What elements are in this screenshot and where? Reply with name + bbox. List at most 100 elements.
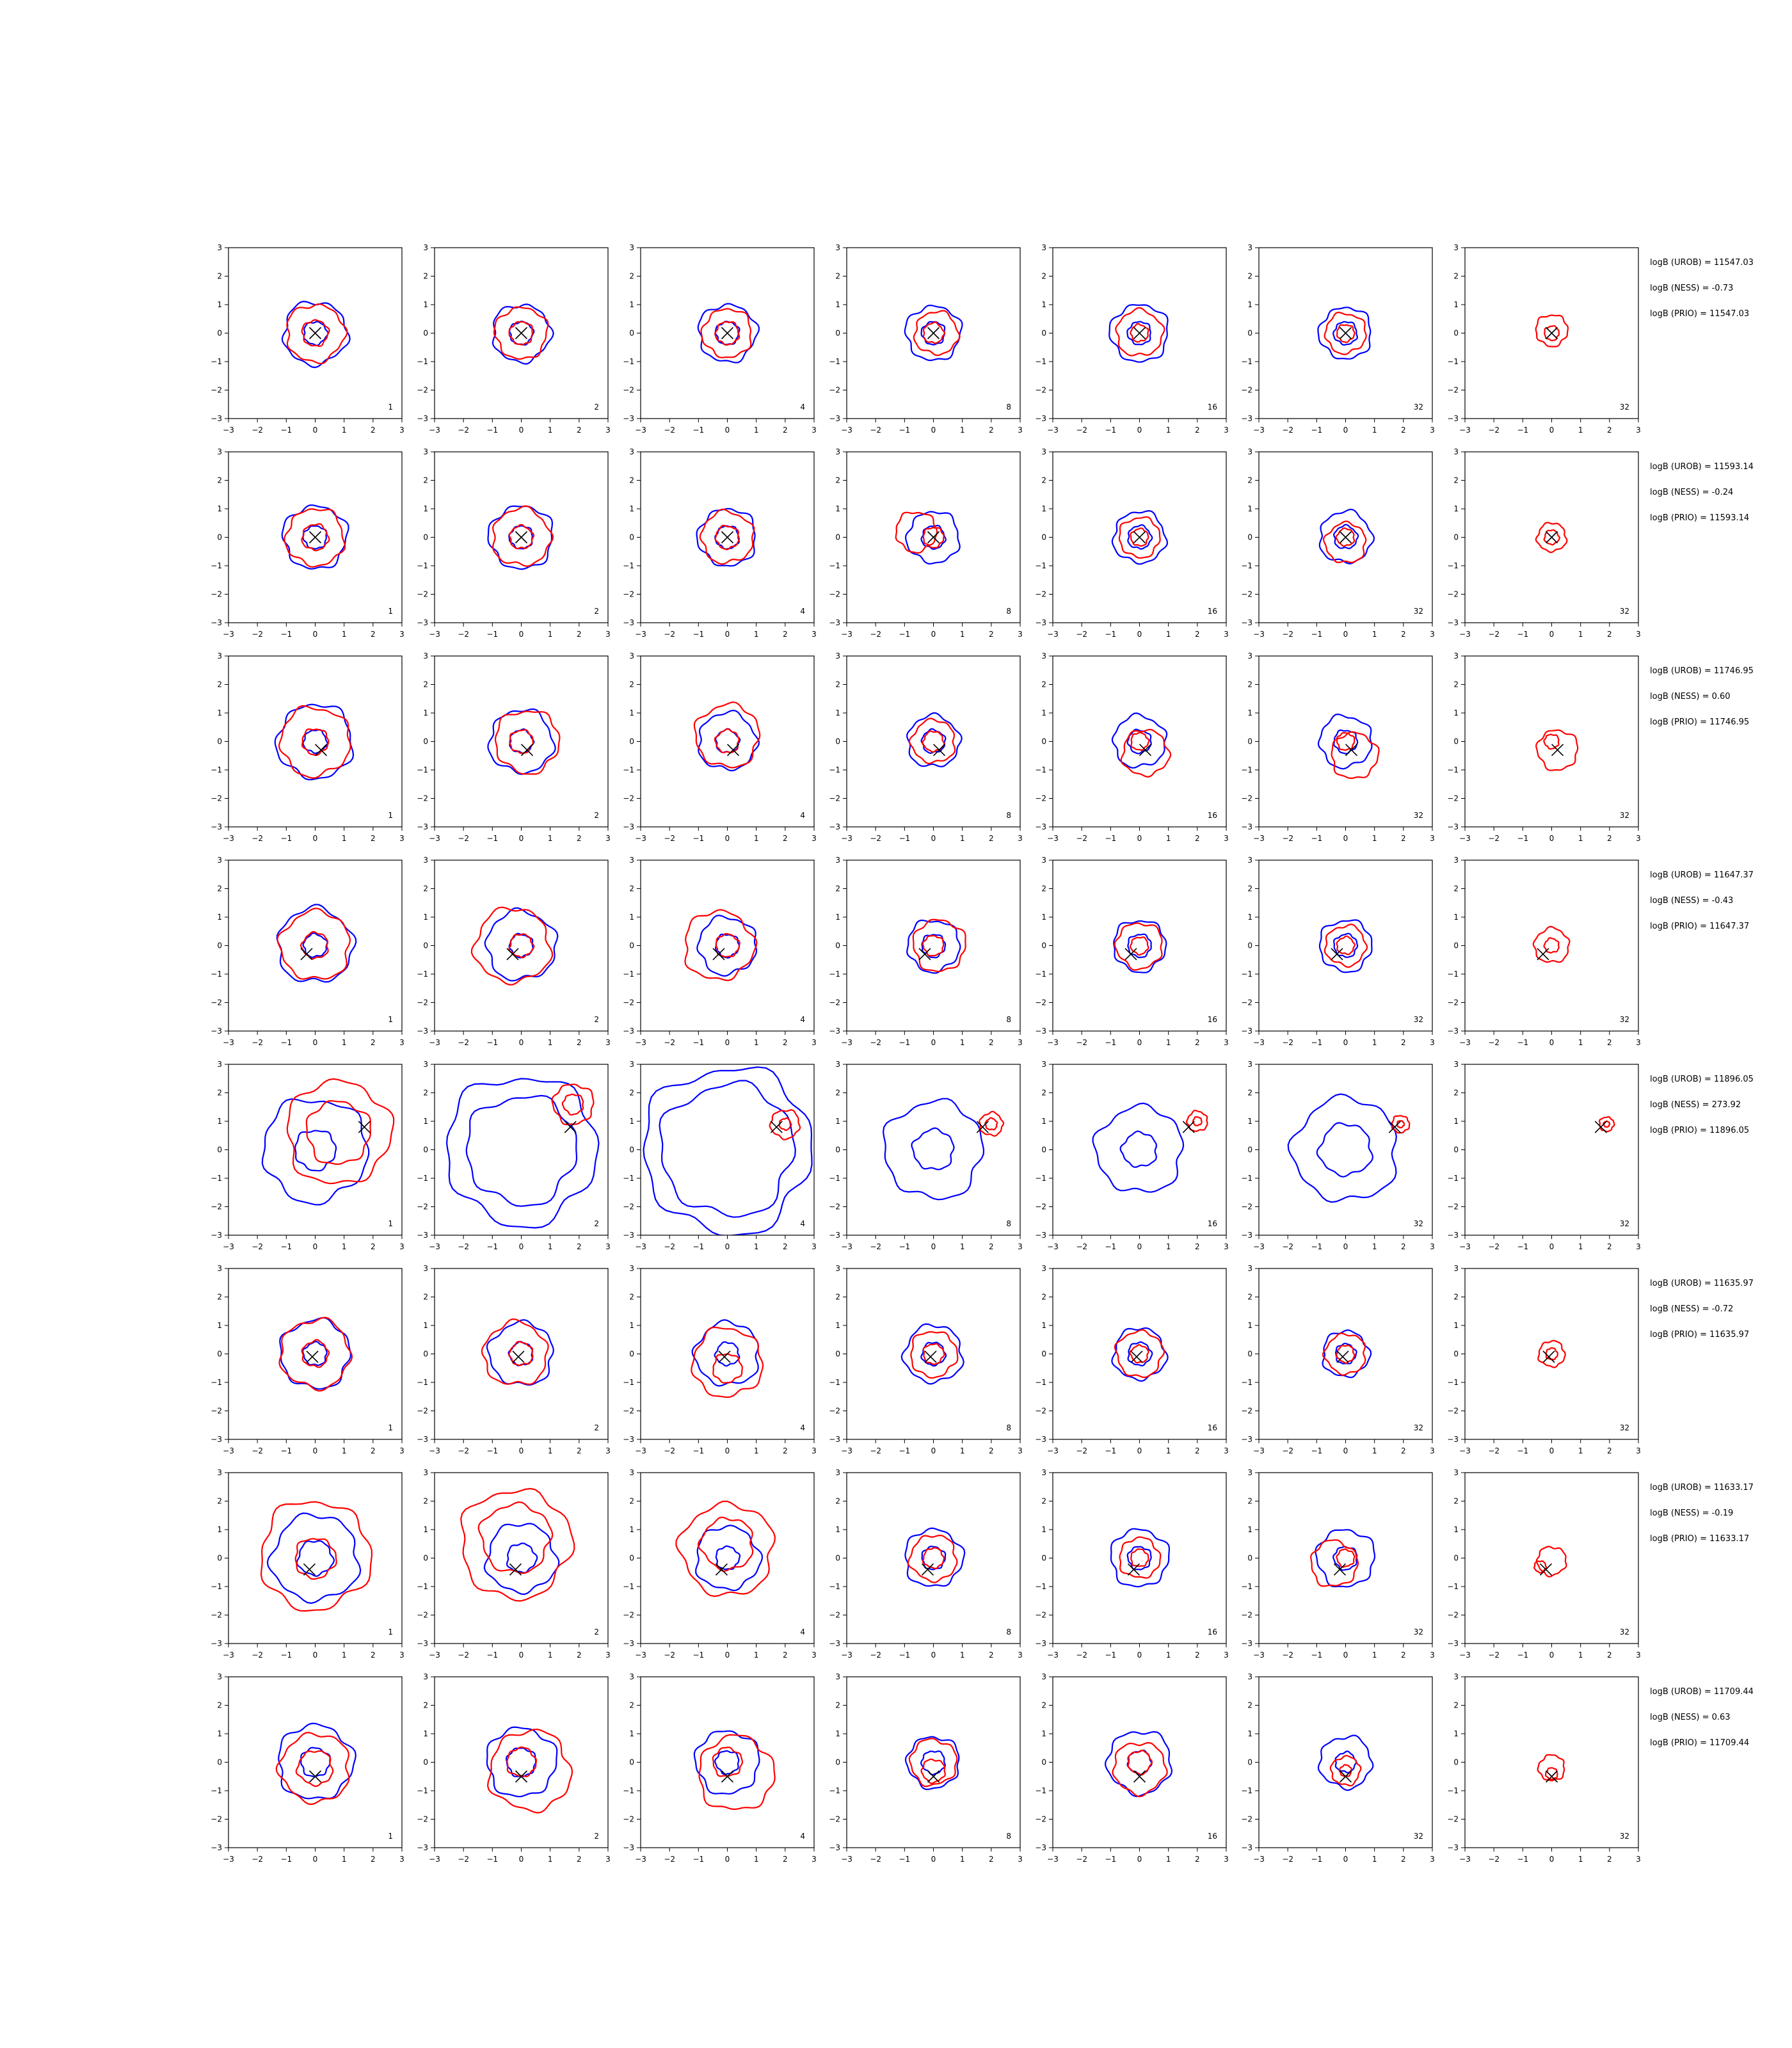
red-contour xyxy=(1336,324,1356,343)
x-tick-label: 1 xyxy=(548,1038,553,1047)
panel-label: 1 xyxy=(388,1832,393,1841)
x-tick-label: −3 xyxy=(429,1242,440,1251)
x-tick-label: 1 xyxy=(1372,1855,1377,1864)
row-statistic: logB (PRIO) = 11547.03 xyxy=(1650,309,1750,319)
y-tick-label: −2 xyxy=(1447,1611,1459,1620)
contour-panel: −3−3 −2 −2 −1 −1 0 0 1 1 2 2 3 3 32 xyxy=(1241,243,1435,435)
panel-frame xyxy=(640,1268,815,1440)
true-value-marker xyxy=(921,1563,934,1576)
y-tick-label: 1 xyxy=(423,708,428,717)
x-tick-label: 1 xyxy=(1372,1651,1377,1660)
panel-label: 4 xyxy=(800,1015,805,1024)
panel-label: 32 xyxy=(1620,1423,1629,1432)
red-contour xyxy=(907,1534,958,1583)
row-statistic: logB (NESS) = -0.73 xyxy=(1650,284,1734,293)
contour-panel: −3−3 −2 −2 −1 −1 0 0 1 1 2 2 3 3 2 xyxy=(417,1060,611,1251)
y-tick-label: 2 xyxy=(217,1293,222,1302)
y-tick-label: 2 xyxy=(629,1089,634,1098)
contour-panel: −3−3 −2 −2 −1 −1 0 0 1 1 2 2 3 3 8 xyxy=(829,1468,1023,1660)
y-tick-label: 2 xyxy=(835,884,840,893)
x-tick-label: 1 xyxy=(342,1038,347,1047)
x-tick-label: 0 xyxy=(519,1242,524,1251)
row-statistic: logB (PRIO) = 11633.17 xyxy=(1650,1534,1750,1544)
blue-contour xyxy=(1315,1529,1376,1588)
blue-contour xyxy=(486,1726,558,1798)
y-tick-label: −3 xyxy=(1241,822,1252,831)
x-tick-label: 3 xyxy=(1018,426,1023,435)
x-tick-label: 1 xyxy=(1166,630,1171,639)
red-contour xyxy=(714,524,740,550)
x-tick-label: −2 xyxy=(1076,834,1087,843)
x-tick-label: 1 xyxy=(548,1242,553,1251)
y-tick-label: 1 xyxy=(629,913,634,922)
y-tick-label: 0 xyxy=(629,1350,634,1359)
y-tick-label: −2 xyxy=(1241,1407,1252,1416)
y-tick-label: −2 xyxy=(417,1407,428,1416)
x-tick-label: −1 xyxy=(280,1446,292,1455)
x-tick-label: −3 xyxy=(429,426,440,435)
red-contour xyxy=(922,527,945,548)
y-tick-label: −2 xyxy=(417,1815,428,1824)
x-tick-label: 2 xyxy=(1195,1446,1200,1455)
x-tick-label: −1 xyxy=(899,1038,910,1047)
y-tick-label: 3 xyxy=(1453,1468,1459,1477)
panel-frame xyxy=(228,247,403,419)
y-tick-label: 0 xyxy=(1453,533,1459,542)
y-tick-label: 1 xyxy=(629,1117,634,1126)
x-tick-label: 0 xyxy=(1343,1855,1348,1864)
red-contour xyxy=(769,1109,801,1140)
y-tick-label: −3 xyxy=(417,1027,428,1036)
x-tick-label: 2 xyxy=(1607,1855,1612,1864)
y-tick-label: 2 xyxy=(1453,1293,1459,1302)
panel-label: 2 xyxy=(594,1219,599,1228)
y-tick-label: 0 xyxy=(835,941,840,950)
y-tick-label: 0 xyxy=(217,1554,222,1563)
panel-label: 32 xyxy=(1414,1423,1423,1432)
x-tick-label: 1 xyxy=(342,630,347,639)
y-tick-label: −3 xyxy=(623,1435,634,1444)
red-contour xyxy=(712,1353,743,1384)
red-contour xyxy=(979,1110,1005,1137)
red-contour xyxy=(913,310,961,356)
row-statistic: logB (UROB) = 11635.97 xyxy=(1650,1279,1754,1288)
y-tick-label: 3 xyxy=(423,856,428,865)
y-tick-label: −1 xyxy=(417,357,428,366)
y-tick-label: 1 xyxy=(629,1729,634,1738)
red-contour xyxy=(714,728,740,754)
x-tick-label: 3 xyxy=(1430,1242,1435,1251)
row-statistic: logB (UROB) = 11593.14 xyxy=(1650,462,1754,472)
red-contour xyxy=(1130,732,1150,751)
y-tick-label: 1 xyxy=(1247,300,1252,309)
panel-frame xyxy=(640,451,815,623)
y-tick-label: 0 xyxy=(1453,1758,1459,1767)
y-tick-label: 0 xyxy=(217,1146,222,1155)
panel-label: 16 xyxy=(1208,1832,1217,1841)
x-tick-label: −3 xyxy=(1253,426,1265,435)
panel-frame xyxy=(846,1064,1021,1236)
x-tick-label: 3 xyxy=(1224,1446,1229,1455)
x-tick-label: −1 xyxy=(280,1855,292,1864)
true-value-marker xyxy=(1339,1770,1352,1783)
x-tick-label: −3 xyxy=(429,1038,440,1047)
y-tick-label: −3 xyxy=(829,1639,840,1648)
y-tick-label: 1 xyxy=(629,1525,634,1534)
panel-frame xyxy=(434,1268,609,1440)
true-value-marker xyxy=(770,1121,783,1133)
x-tick-label: −1 xyxy=(486,1446,498,1455)
y-tick-label: −1 xyxy=(1241,1582,1252,1591)
x-tick-label: −1 xyxy=(1517,1446,1528,1455)
x-tick-label: 0 xyxy=(931,1038,936,1047)
y-tick-label: 1 xyxy=(1041,1525,1046,1534)
y-tick-label: 3 xyxy=(1041,243,1046,252)
red-contour xyxy=(1537,1754,1565,1782)
x-tick-label: 1 xyxy=(754,630,759,639)
y-tick-label: 1 xyxy=(217,300,222,309)
x-tick-label: −2 xyxy=(1282,1855,1293,1864)
x-tick-label: −3 xyxy=(635,426,646,435)
panel-label: 8 xyxy=(1006,1423,1011,1432)
blue-contour xyxy=(492,303,554,365)
x-tick-label: 0 xyxy=(313,834,318,843)
true-value-marker xyxy=(715,1563,728,1576)
y-tick-label: −2 xyxy=(1447,1203,1459,1212)
y-tick-label: 1 xyxy=(835,1525,840,1534)
